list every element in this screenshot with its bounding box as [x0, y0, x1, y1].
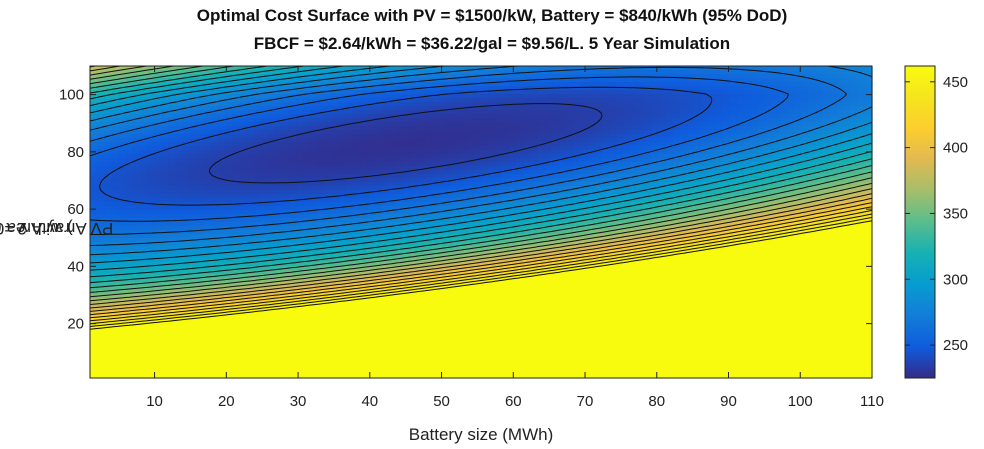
x-axis-label: Battery size (MWh) — [408, 425, 554, 444]
y-axis-label-suffix: ) with ν =0.15 — [0, 219, 73, 238]
colorbar-tick-label-1: 300 — [943, 271, 968, 288]
contour-line-4 — [89, 65, 873, 246]
contour-line-19 — [89, 209, 873, 322]
x-tick-label-2: 30 — [290, 393, 307, 410]
colorbar-tick-label-3: 400 — [943, 140, 968, 157]
contour-line-2 — [89, 76, 789, 222]
contour-line-22 — [89, 220, 873, 330]
contour-line-8 — [89, 65, 873, 278]
plot-frame — [89, 65, 873, 379]
y-tick-label-4: 100 — [59, 87, 84, 104]
y-tick-label-0: 20 — [67, 316, 84, 333]
contour-line-18 — [89, 206, 873, 319]
x-tick-label-4: 50 — [433, 393, 450, 410]
contour-line-10 — [89, 65, 873, 289]
contour-line-5 — [89, 65, 873, 256]
x-tick-label-0: 10 — [146, 393, 163, 410]
contour-lines — [89, 65, 873, 330]
x-tick-label-6: 70 — [577, 393, 594, 410]
contour-line-21 — [89, 216, 873, 327]
colorbar-gradient — [904, 65, 936, 379]
x-tick-label-5: 60 — [505, 393, 522, 410]
y-tick-label-3: 80 — [67, 144, 84, 161]
colorbar-tick-label-0: 250 — [943, 337, 968, 354]
x-tick-label-7: 80 — [648, 393, 665, 410]
contour-line-9 — [89, 65, 873, 284]
colorbar-ticks: 250 300 350 400 450 — [905, 74, 968, 354]
contour-line-17 — [89, 202, 873, 316]
contour-line-13 — [89, 65, 873, 302]
x-axis-ticks: 10 20 30 40 50 60 70 80 90 100 110 — [146, 66, 884, 410]
y-axis-ticks: 20 40 60 80 100 — [59, 87, 872, 333]
x-tick-label-3: 40 — [361, 393, 378, 410]
contour-line-0 — [208, 103, 603, 184]
x-tick-label-8: 90 — [720, 393, 737, 410]
contour-line-16 — [89, 197, 873, 312]
chart-subtitle: FBCF = $2.64/kWh = $36.22/gal = $9.56/L.… — [253, 34, 731, 53]
x-tick-label-1: 20 — [218, 393, 235, 410]
contour-line-7 — [89, 65, 873, 271]
x-tick-label-10: 110 — [860, 393, 884, 410]
contour-line-6 — [89, 65, 873, 264]
colorbar-tick-label-4: 450 — [943, 74, 968, 91]
colorbar: 250 300 350 400 450 — [904, 65, 968, 379]
contour-line-3 — [89, 66, 847, 235]
x-tick-label-9: 100 — [788, 393, 813, 410]
contour-line-1 — [99, 86, 713, 206]
contour-line-15 — [89, 65, 873, 309]
contour-line-11 — [89, 65, 873, 293]
contour-line-12 — [89, 65, 873, 298]
chart-title: Optimal Cost Surface with PV = $1500/kW,… — [196, 6, 788, 25]
contour-line-14 — [89, 65, 873, 305]
y-tick-label-2: 60 — [67, 201, 84, 218]
y-tick-label-1: 40 — [67, 258, 84, 275]
colorbar-tick-label-2: 350 — [943, 205, 968, 222]
